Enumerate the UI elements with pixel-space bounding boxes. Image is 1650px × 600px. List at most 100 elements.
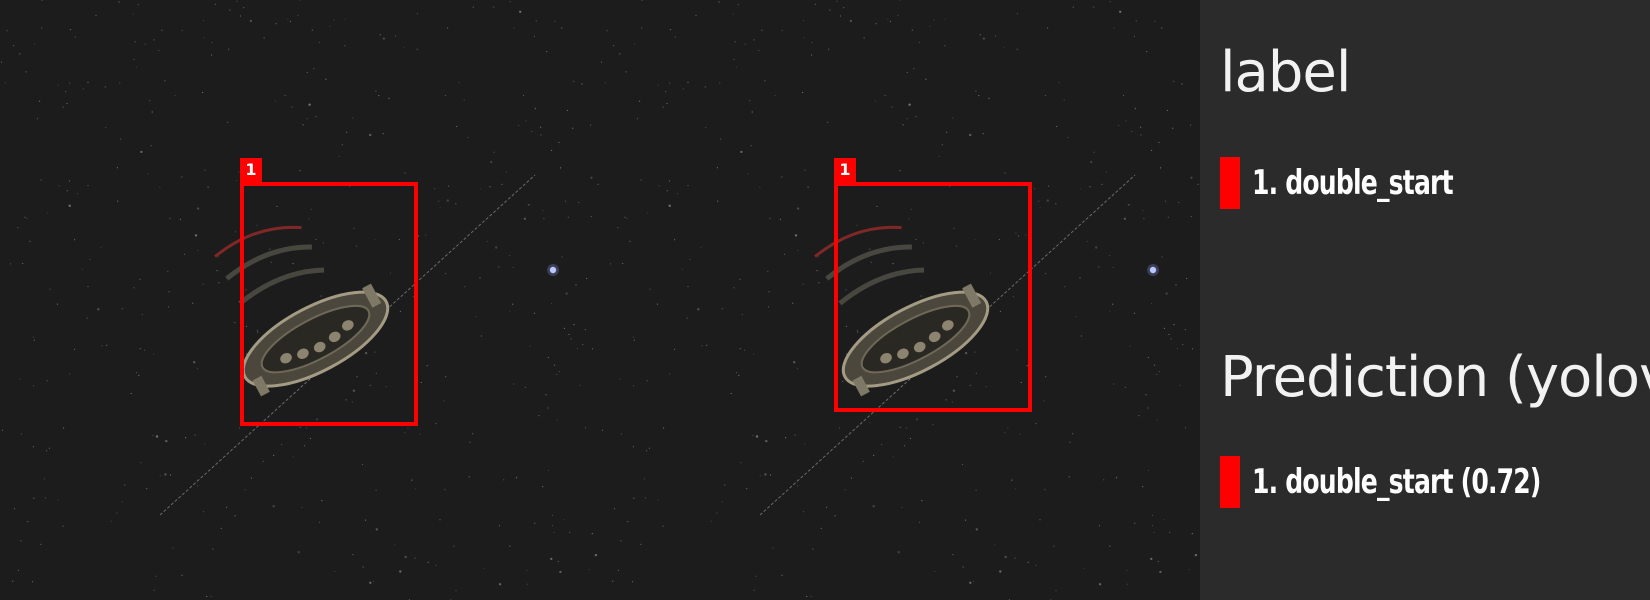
star (1163, 327, 1165, 329)
star (65, 91, 67, 93)
star (975, 90, 977, 92)
star (547, 356, 549, 359)
night-sky-image (600, 0, 1200, 600)
star (46, 380, 48, 382)
star (447, 185, 450, 187)
star (345, 399, 347, 401)
star (662, 106, 664, 108)
star (229, 9, 231, 11)
star (769, 217, 771, 219)
star (1165, 292, 1168, 295)
star (1044, 273, 1047, 275)
star (210, 595, 212, 598)
star (445, 376, 447, 378)
star (1170, 338, 1172, 340)
star (1135, 20, 1137, 22)
star (902, 124, 904, 126)
star (576, 347, 578, 350)
star (617, 227, 619, 229)
star (1147, 407, 1149, 409)
star (1140, 134, 1142, 136)
star (744, 43, 746, 45)
star (144, 349, 146, 351)
star (202, 19, 205, 22)
star (318, 521, 321, 523)
star (875, 23, 877, 25)
star (1142, 210, 1144, 212)
star (24, 216, 26, 218)
star (1191, 348, 1194, 350)
star (1157, 560, 1159, 563)
star (1080, 335, 1082, 337)
star (1151, 149, 1153, 152)
star (206, 596, 208, 598)
star (767, 270, 769, 272)
star (164, 473, 167, 476)
star (243, 7, 245, 9)
star (844, 489, 846, 491)
star (66, 190, 68, 192)
star (1113, 383, 1115, 385)
star (13, 45, 15, 47)
star (1156, 373, 1158, 376)
star (398, 238, 400, 241)
star (412, 296, 414, 298)
star (668, 180, 670, 182)
star (969, 384, 971, 386)
star (818, 256, 820, 258)
star (439, 519, 441, 521)
star (322, 242, 324, 244)
star (906, 71, 908, 74)
star (1118, 124, 1120, 127)
star (311, 29, 313, 31)
star (764, 473, 767, 476)
star (382, 133, 384, 135)
star (1190, 215, 1192, 218)
star (620, 540, 622, 542)
star (732, 13, 734, 15)
star (794, 434, 796, 436)
star (533, 35, 536, 38)
star (697, 308, 700, 311)
star (245, 353, 248, 355)
star (575, 284, 577, 286)
star (1172, 127, 1174, 129)
star (498, 266, 500, 268)
star (46, 212, 49, 214)
star (302, 124, 304, 126)
star (226, 506, 228, 508)
star (375, 372, 377, 374)
star (356, 376, 358, 378)
star (892, 263, 894, 265)
star (531, 130, 533, 132)
star (237, 171, 240, 173)
star (197, 249, 199, 252)
star (1134, 522, 1136, 524)
star (399, 570, 402, 573)
star (617, 569, 619, 571)
star (870, 261, 872, 263)
star (862, 460, 864, 462)
star (458, 82, 460, 84)
star (137, 4, 139, 6)
star (245, 289, 247, 291)
star (1156, 419, 1158, 421)
star (975, 489, 977, 491)
star (1098, 525, 1101, 527)
star (196, 207, 200, 210)
star (418, 235, 420, 237)
star (495, 246, 498, 249)
star (167, 306, 169, 308)
star (100, 246, 102, 248)
star (811, 54, 813, 56)
star (17, 569, 19, 571)
star (1153, 364, 1155, 366)
star (87, 81, 89, 83)
star (969, 133, 972, 137)
star (40, 179, 42, 181)
star (306, 118, 308, 120)
star (648, 447, 650, 449)
star (590, 215, 592, 218)
star (1101, 183, 1103, 185)
star (289, 20, 291, 22)
